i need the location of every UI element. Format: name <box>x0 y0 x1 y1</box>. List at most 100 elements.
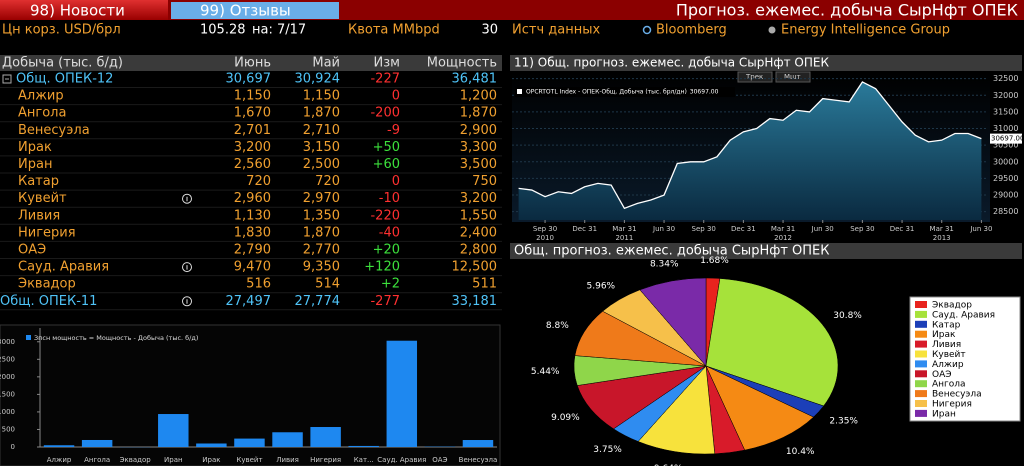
table-cell: -10 <box>379 191 400 206</box>
y-tick-label: 30500 <box>993 141 1018 150</box>
table-cell: 2,400 <box>460 225 497 240</box>
x-tick-label: Нигерия <box>310 456 341 464</box>
table-cell: 2,800 <box>460 243 497 258</box>
table-cell: 2,790 <box>234 243 271 258</box>
row-name: Эквадор <box>18 277 76 292</box>
legend-label: OPCRTOTL Index - ОПЕК-Общ. Добыча (тыс. … <box>526 89 687 96</box>
legend-label: Ливия <box>932 340 961 350</box>
row-name: Ливия <box>18 208 60 223</box>
y-tick-label: 32500 <box>993 74 1018 83</box>
table-cell: 1,150 <box>303 89 340 104</box>
table-cell: 30,697 <box>226 72 272 87</box>
pie-legend-box <box>909 296 1021 422</box>
pie-slice <box>705 365 814 451</box>
last-value-label: 30697.00 <box>991 135 1024 143</box>
legend-label: Иран <box>932 409 956 419</box>
control-button[interactable] <box>737 71 773 83</box>
x-tick-label: Sep 30 <box>692 225 716 233</box>
table-cell: 0 <box>392 174 400 189</box>
control-label[interactable]: Мшт <box>784 73 801 81</box>
legend-swatch <box>915 409 927 417</box>
line-panel-header <box>510 55 1022 71</box>
pie-slice <box>639 277 707 367</box>
x-tick-label: Венесуэла <box>459 456 498 464</box>
legend-swatch <box>915 390 927 398</box>
x-tick-label: Dec 31 <box>731 225 756 233</box>
info-icon[interactable] <box>182 193 192 204</box>
pie-panel-header <box>510 243 1022 259</box>
last-value-flag <box>990 133 1022 144</box>
pie-slice <box>637 365 716 455</box>
pie-value-label: 5.44% <box>531 367 560 377</box>
x-tick-label: Алжир <box>47 456 72 464</box>
legend-last-value: 30697.00 <box>690 89 719 96</box>
y-tick-label: 0 <box>11 443 15 451</box>
legend-label: Ангола <box>932 380 966 390</box>
news-tab[interactable]: 98) Новости <box>30 2 125 20</box>
collapse-icon[interactable] <box>2 74 12 84</box>
bar <box>462 440 494 447</box>
news-tab-bg[interactable] <box>0 0 168 20</box>
x-tick-label: Sep 30 <box>533 225 557 233</box>
reviews-tab[interactable]: 99) Отзывы <box>200 2 291 20</box>
year-label: 2010 <box>536 234 554 242</box>
table-cell: -277 <box>370 294 400 309</box>
table-cell: 750 <box>472 174 497 189</box>
info-icon[interactable] <box>182 262 192 273</box>
table-cell: -200 <box>370 106 400 121</box>
x-tick-label: Ливия <box>276 456 299 464</box>
info-icon[interactable] <box>182 296 192 307</box>
legend-swatch <box>915 340 927 348</box>
legend-label: Кувейт <box>932 350 966 360</box>
pie-value-label: 9.64% <box>654 464 683 466</box>
legend-label: Нигерия <box>932 400 972 410</box>
source-option[interactable]: Energy Intelligence Group <box>781 23 950 38</box>
quota: 30 <box>481 23 498 38</box>
pie-value-label: 5.96% <box>587 282 616 292</box>
control-button[interactable] <box>775 71 811 83</box>
table-cell: -227 <box>370 72 400 87</box>
line-series <box>518 81 982 210</box>
y-tick-label: 29500 <box>993 174 1018 183</box>
bar <box>81 439 113 447</box>
y-tick-label: 28500 <box>993 207 1018 216</box>
legend-swatch <box>915 360 927 368</box>
table-cell: 12,500 <box>452 260 498 275</box>
pie-value-label: 3.75% <box>593 445 622 455</box>
table-cell: 1,150 <box>234 89 271 104</box>
legend-box <box>515 87 735 97</box>
table-cell: 1,670 <box>234 106 271 121</box>
control-label[interactable]: Трек <box>745 73 763 81</box>
legend-label: Венесуэла <box>932 390 982 400</box>
x-tick-label: Кувейт <box>236 456 262 464</box>
legend-swatch <box>915 301 927 308</box>
x-tick-label: Mar 31 <box>771 225 795 233</box>
radio-off[interactable] <box>642 25 652 35</box>
x-tick-label: Jun 30 <box>969 225 992 233</box>
table-cell: 3,150 <box>303 140 340 155</box>
page-title: Прогноз. ежемес. добыча СырНфт ОПЕК <box>676 1 1019 20</box>
bar <box>310 427 341 447</box>
reviews-tab-bg[interactable] <box>171 2 339 19</box>
table-cell: -40 <box>379 225 400 240</box>
table-cell: 9,350 <box>303 260 340 275</box>
y-tick-label: 30000 <box>993 157 1018 166</box>
row-name: Ангола <box>18 106 66 121</box>
radio-on[interactable] <box>768 26 776 34</box>
y-tick-label: 1000 <box>0 408 15 416</box>
y-tick-label: 3000 <box>0 338 15 346</box>
table-cell: 3,300 <box>460 140 497 155</box>
x-tick-label: Jun 30 <box>652 225 675 233</box>
source-option[interactable]: Bloomberg <box>656 23 727 38</box>
source-label: Истч данных <box>512 23 600 38</box>
pie-value-label: 1.68% <box>700 256 729 266</box>
basket-price: 105.28 <box>200 23 246 38</box>
legend-swatch <box>517 89 522 94</box>
bar <box>348 445 379 447</box>
table-cell: 1,870 <box>303 225 340 240</box>
table-cell: 36,481 <box>452 72 498 87</box>
x-tick-label: ОАЭ <box>432 456 447 464</box>
bar <box>386 340 418 447</box>
table-cell: 3,200 <box>234 140 271 155</box>
year-label: 2012 <box>774 234 792 242</box>
